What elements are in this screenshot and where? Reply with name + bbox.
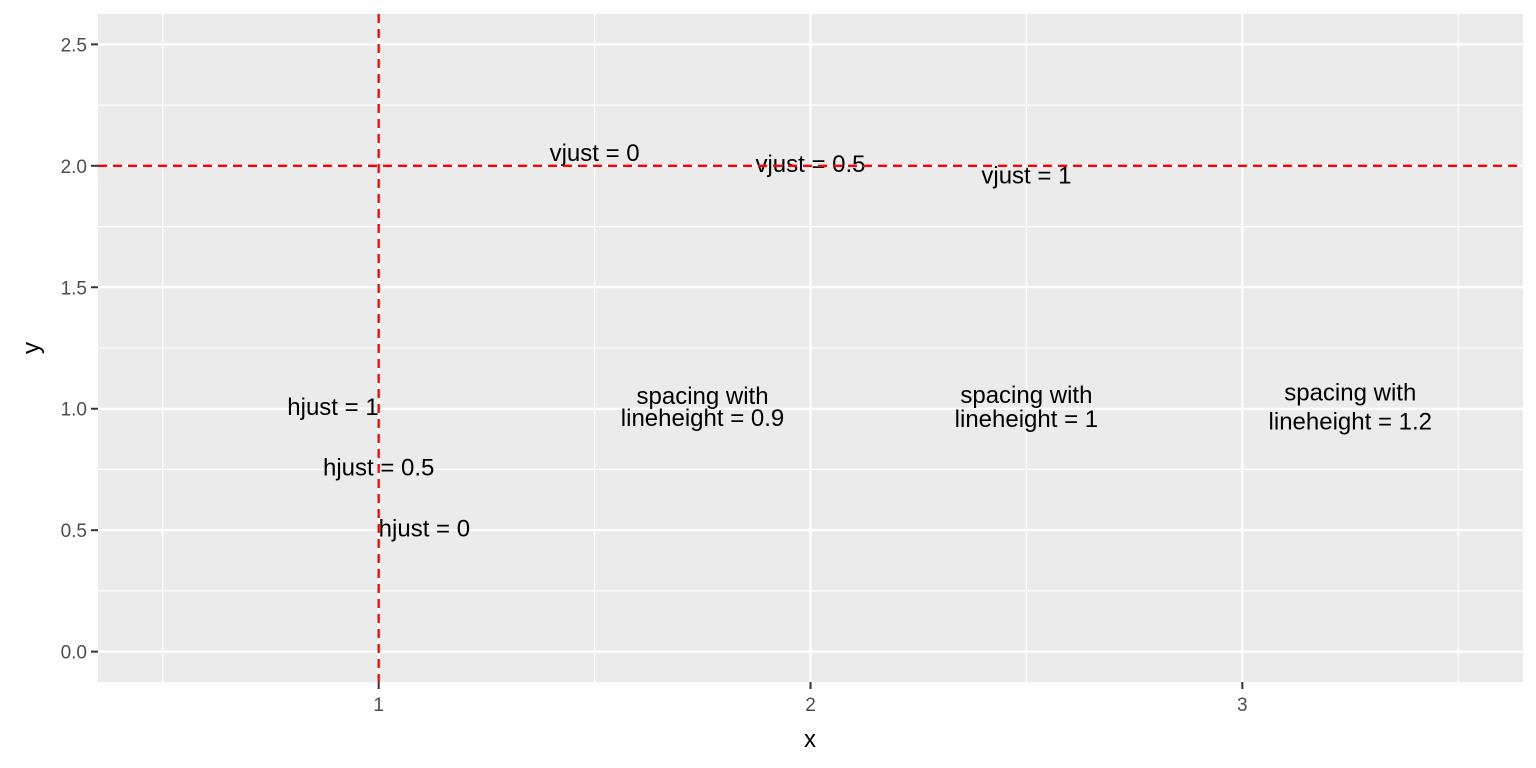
y-tick-label: 1.0 bbox=[61, 400, 87, 421]
y-tick-label: 2.0 bbox=[61, 157, 87, 178]
annotation-line: lineheight = 1 bbox=[955, 406, 1098, 433]
annotation-line: vjust = 0.5 bbox=[755, 151, 865, 178]
y-tick-label: 2.5 bbox=[61, 35, 87, 56]
text-annotation: hjust = 1 bbox=[287, 394, 378, 421]
annotation-line: vjust = 1 bbox=[981, 162, 1071, 189]
annotation-line: hjust = 0 bbox=[379, 515, 470, 542]
annotation-line: hjust = 1 bbox=[287, 394, 378, 421]
y-axis-title: y bbox=[18, 342, 45, 354]
y-tick-label: 0.5 bbox=[61, 521, 87, 542]
annotation-line: spacing with bbox=[960, 382, 1092, 409]
y-tick-label: 0.0 bbox=[61, 643, 87, 664]
text-annotation: spacing with lineheight = 1.2 bbox=[1269, 380, 1432, 436]
y-axis: 0.0 0.5 1.0 1.5 2.0 2.5 bbox=[61, 35, 98, 664]
text-annotation: spacing with lineheight = 1 bbox=[955, 382, 1098, 433]
x-tick-label: 1 bbox=[373, 695, 384, 716]
reference-lines bbox=[98, 14, 1523, 682]
x-axis: 1 2 3 bbox=[373, 682, 1248, 716]
text-annotation: vjust = 0 bbox=[550, 140, 640, 167]
x-tick-label: 2 bbox=[805, 695, 816, 716]
text-annotation: vjust = 0.5 bbox=[755, 151, 865, 178]
annotation-line: lineheight = 1.2 bbox=[1269, 408, 1432, 435]
x-axis-title: x bbox=[804, 726, 816, 753]
text-annotation: hjust = 0 bbox=[379, 515, 470, 542]
annotation-line: lineheight = 0.9 bbox=[621, 405, 784, 432]
text-annotation: spacing with lineheight = 0.9 bbox=[621, 383, 784, 432]
annotation-line: spacing with bbox=[1284, 380, 1416, 407]
annotation-line: spacing with bbox=[637, 383, 769, 410]
x-tick-label: 3 bbox=[1237, 695, 1248, 716]
annotation-line: vjust = 0 bbox=[550, 140, 640, 167]
y-tick-label: 1.5 bbox=[61, 278, 87, 299]
text-annotation: vjust = 1 bbox=[981, 162, 1071, 189]
